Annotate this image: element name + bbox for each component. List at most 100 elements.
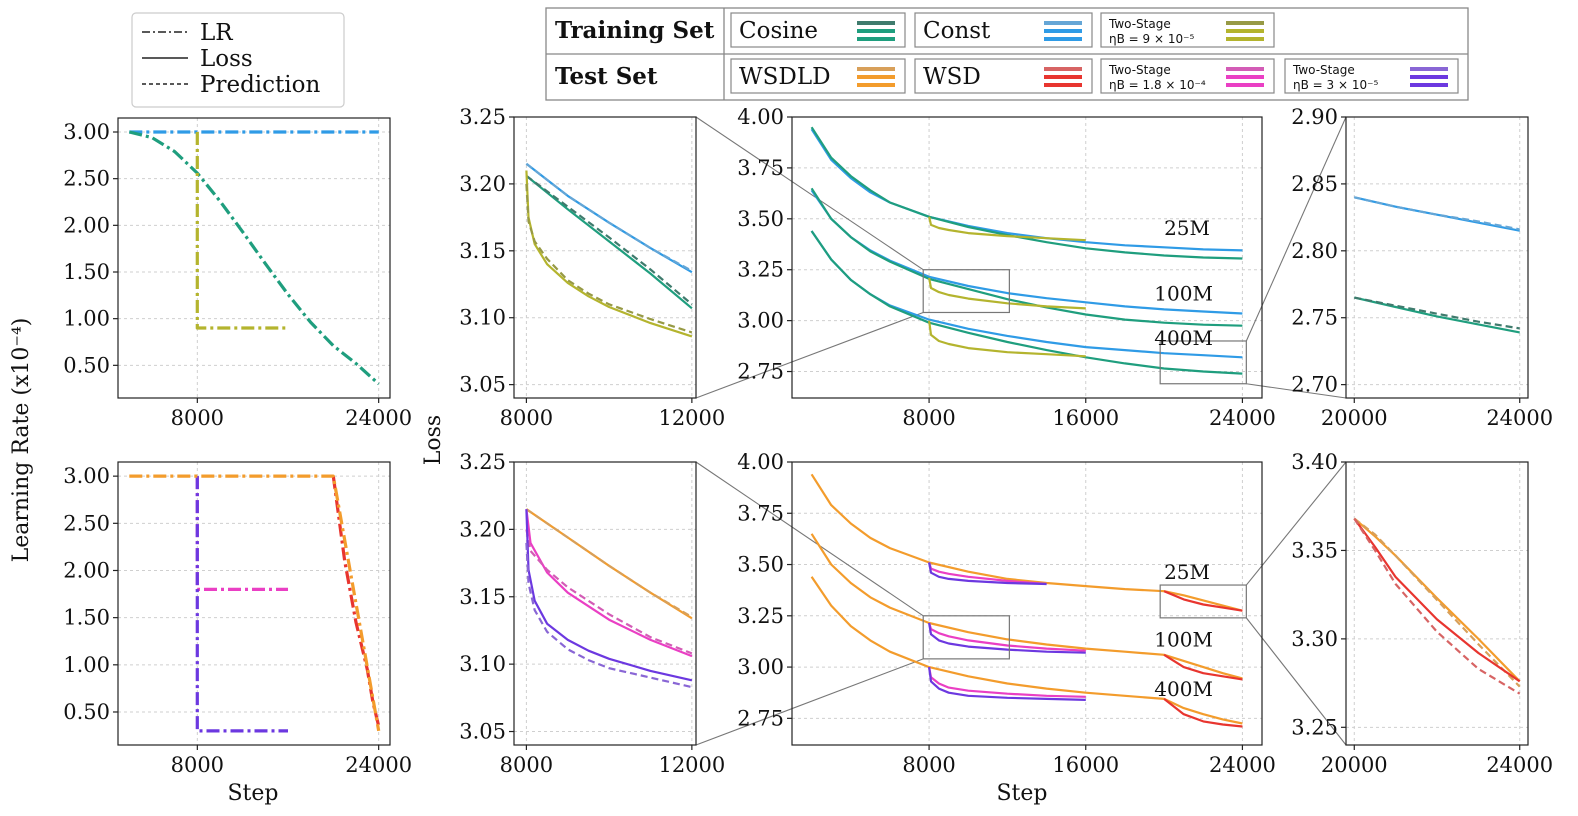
y-tick-label: 3.00 bbox=[63, 464, 110, 488]
loss-x-axis-label: Step bbox=[996, 781, 1047, 806]
main_bottom-series-wsd-solid bbox=[1163, 653, 1243, 681]
legend-entry-label: Two-Stage bbox=[1108, 17, 1171, 31]
x-tick-label: 24000 bbox=[1209, 753, 1276, 777]
zoomL_bottom-series-two18-solid bbox=[525, 509, 693, 658]
lr_bottom-axes-frame bbox=[117, 461, 391, 746]
y-tick-label: 3.25 bbox=[737, 604, 784, 628]
model-size-annotation: 400M bbox=[1154, 326, 1213, 350]
y-tick-label: 3.00 bbox=[737, 655, 784, 679]
main_top-series-two9-solid bbox=[928, 320, 1086, 358]
zoomL_bottom-series-two3-dashed bbox=[525, 542, 693, 689]
x-tick-label: 16000 bbox=[1052, 753, 1119, 777]
y-tick-label: 2.50 bbox=[63, 167, 110, 191]
zoomL_top-series-two9-dashed bbox=[525, 183, 693, 334]
y-tick-label: 2.00 bbox=[63, 558, 110, 582]
zoom-connector bbox=[1246, 383, 1347, 399]
legend-entry-label: WSD bbox=[923, 64, 981, 90]
x-tick-label: 8000 bbox=[171, 406, 224, 430]
zoomR_bottom-series-wsdld-dashed bbox=[1353, 517, 1521, 688]
zoomL_bottom-series-wsdld-dashed bbox=[525, 508, 693, 618]
zoomL_top-axes-frame bbox=[513, 116, 697, 399]
y-tick-label: 1.50 bbox=[63, 260, 110, 284]
zoomR_bottom-axes-frame bbox=[1345, 461, 1529, 746]
zoomR_bottom-series-wsdld-solid bbox=[1353, 517, 1521, 683]
main_top-series-const-solid bbox=[810, 128, 1243, 252]
loss-y-axis-label: Loss bbox=[421, 415, 446, 465]
main_bottom-series-wsdld-solid bbox=[810, 473, 1243, 612]
zoom-region-box bbox=[922, 615, 1010, 660]
zoom-connector bbox=[695, 116, 924, 271]
y-tick-label: 3.05 bbox=[459, 720, 506, 744]
zoomL_bottom-axes-frame bbox=[513, 461, 697, 746]
x-tick-label: 24000 bbox=[345, 753, 412, 777]
x-tick-label: 16000 bbox=[1052, 406, 1119, 430]
main_bottom-series-two3-solid bbox=[928, 666, 1086, 701]
main_top-series-cosine-solid bbox=[810, 126, 1243, 260]
zoom-connector bbox=[1245, 461, 1347, 586]
main_bottom-series-two3-solid bbox=[928, 562, 1047, 586]
x-tick-label: 24000 bbox=[1486, 406, 1553, 430]
legend-entry-label: WSDLD bbox=[739, 64, 831, 90]
y-tick-label: 1.50 bbox=[63, 606, 110, 630]
tick-label-layer: 8000 24000 0.50 1.00 1.50 2.00 2.50 3.00 8000 240… bbox=[63, 105, 1553, 777]
lr_bottom-series-two18-dashdot bbox=[195, 476, 288, 592]
y-tick-label: 3.50 bbox=[737, 553, 784, 577]
zoom-connector-layer bbox=[695, 116, 1347, 746]
zoom-region-box bbox=[1159, 584, 1247, 619]
lr_top-series-two9-dashdot bbox=[195, 132, 288, 330]
main_bottom-series-wsdld-solid bbox=[810, 576, 1243, 725]
main_bottom-series-two18-solid bbox=[928, 666, 1086, 698]
x-tick-label: 8000 bbox=[500, 406, 553, 430]
y-tick-label: 2.75 bbox=[737, 360, 784, 384]
zoomR_top-series-cosine-dashed bbox=[1354, 296, 1520, 330]
x-tick-label: 12000 bbox=[658, 753, 725, 777]
zoom-connector bbox=[695, 461, 924, 617]
zoomL_top-series-cosine-solid bbox=[525, 175, 693, 310]
y-tick-label: 3.00 bbox=[737, 309, 784, 333]
x-tick-label: 20000 bbox=[1321, 753, 1388, 777]
lr_bottom-series-two3-dashdot bbox=[195, 476, 288, 733]
y-tick-label: 3.25 bbox=[459, 105, 506, 129]
y-tick-label: 3.75 bbox=[737, 156, 784, 180]
y-tick-label: 3.40 bbox=[1291, 450, 1338, 474]
y-tick-label: 3.25 bbox=[459, 450, 506, 474]
lr_top-axes-frame bbox=[117, 117, 391, 399]
main_top-series-cosine-solid bbox=[810, 230, 1243, 375]
zoom-region-box bbox=[1159, 340, 1247, 385]
y-tick-label: 3.15 bbox=[459, 239, 506, 263]
y-tick-label: 0.50 bbox=[63, 353, 110, 377]
zoomL_top-series-const-solid bbox=[525, 162, 693, 274]
y-tick-label: 3.20 bbox=[459, 172, 506, 196]
legend-style-label: Loss bbox=[200, 46, 253, 72]
zoomR_bottom-series-wsd-dashed bbox=[1353, 517, 1521, 695]
y-tick-label: 4.00 bbox=[737, 105, 784, 129]
y-tick-label: 0.50 bbox=[63, 700, 110, 724]
legend-entry-label: Const bbox=[923, 18, 991, 44]
y-tick-label: 3.75 bbox=[737, 501, 784, 525]
main_bottom-series-wsdld-solid bbox=[810, 533, 1243, 680]
y-tick-label: 3.05 bbox=[459, 373, 506, 397]
y-tick-label: 3.10 bbox=[459, 652, 506, 676]
legend-entry-sublabel: ηB = 9 × 10⁻⁵ bbox=[1109, 32, 1194, 46]
x-tick-label: 24000 bbox=[1486, 753, 1553, 777]
x-tick-label: 8000 bbox=[902, 406, 955, 430]
y-tick-label: 1.00 bbox=[63, 653, 110, 677]
x-tick-label: 8000 bbox=[902, 753, 955, 777]
y-tick-label: 3.35 bbox=[1291, 538, 1338, 562]
y-tick-label: 3.10 bbox=[459, 306, 506, 330]
lr-x-axis-label: Step bbox=[227, 781, 278, 806]
y-tick-label: 3.25 bbox=[737, 258, 784, 282]
y-tick-label: 2.75 bbox=[1291, 306, 1338, 330]
lr-y-axis-label: Learning Rate (x10⁻⁴) bbox=[9, 318, 34, 563]
y-tick-label: 3.20 bbox=[459, 517, 506, 541]
legend-entry-label: Two-Stage bbox=[1108, 63, 1171, 77]
legend-test-title: Test Set bbox=[555, 63, 658, 90]
legend-style-label: LR bbox=[200, 20, 233, 46]
main_top-series-two9-solid bbox=[928, 216, 1086, 242]
x-tick-label: 24000 bbox=[1209, 406, 1276, 430]
y-tick-label: 3.25 bbox=[1291, 715, 1338, 739]
model-size-annotation: 400M bbox=[1154, 677, 1213, 701]
zoom-connector bbox=[1245, 617, 1347, 746]
